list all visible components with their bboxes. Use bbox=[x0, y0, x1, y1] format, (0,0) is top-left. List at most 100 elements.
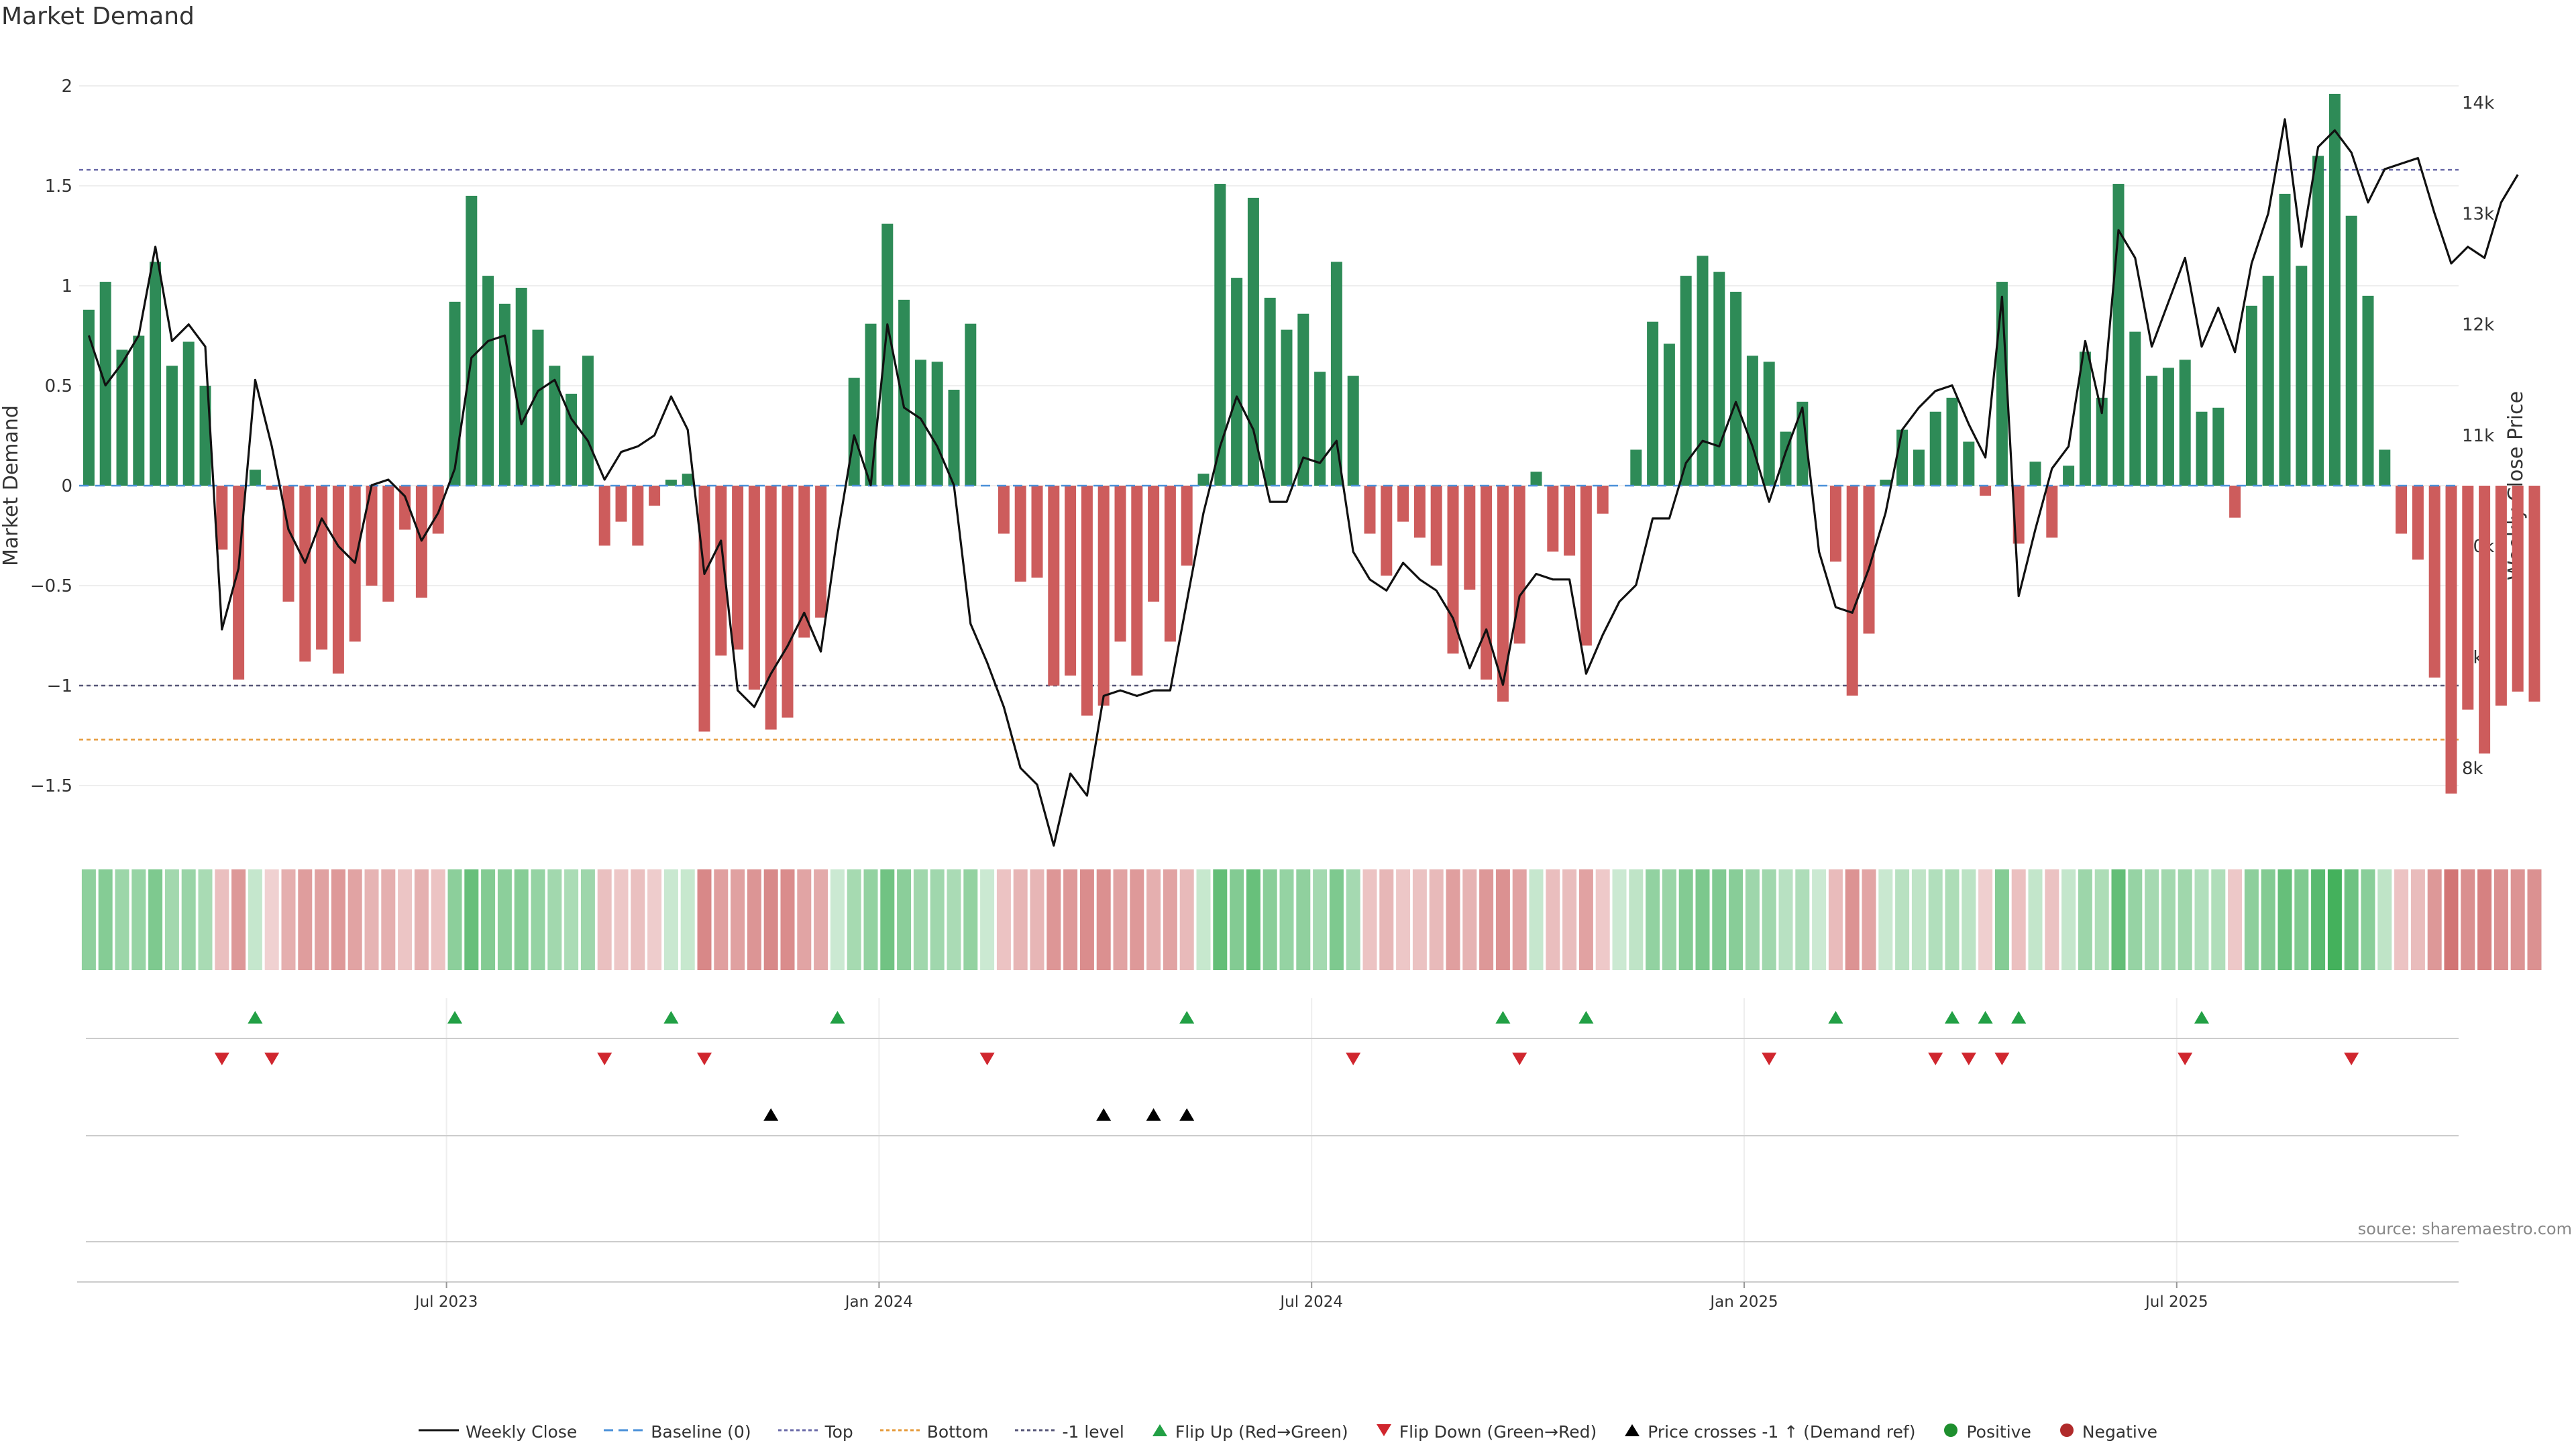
demand-bar bbox=[498, 303, 511, 486]
heat-strip-cell bbox=[481, 869, 496, 970]
heat-strip-cell bbox=[763, 869, 778, 970]
heat-strip-cell bbox=[2477, 869, 2492, 970]
demand-bar bbox=[1048, 486, 1060, 686]
flip-down-marker bbox=[1994, 1053, 2010, 1065]
legend-swatch bbox=[604, 1422, 645, 1442]
demand-bar bbox=[998, 486, 1010, 534]
y2-tick-label: 8k bbox=[2462, 759, 2483, 779]
demand-bar bbox=[682, 474, 694, 486]
heat-strip-cell bbox=[1329, 869, 1344, 970]
demand-bar bbox=[1264, 297, 1276, 486]
heat-strip-cell bbox=[1828, 869, 1843, 970]
demand-bar bbox=[1231, 278, 1243, 486]
legend-item: Price crosses -1 ↑ (Demand ref) bbox=[1623, 1422, 1915, 1442]
flip-down-marker bbox=[264, 1053, 280, 1065]
heat-strip-cell bbox=[1928, 869, 1943, 970]
y-tick-label: −0.5 bbox=[30, 576, 72, 596]
heat-strip-cell bbox=[963, 869, 978, 970]
demand-bar bbox=[332, 486, 344, 674]
heat-strip-cell bbox=[797, 869, 812, 970]
legend-label: Top bbox=[824, 1422, 853, 1442]
y2-tick-label: 12k bbox=[2462, 315, 2494, 335]
heat-strip-cell bbox=[281, 869, 296, 970]
heat-strip-cell bbox=[131, 869, 146, 970]
demand-bar bbox=[931, 362, 943, 486]
heat-strip-cell bbox=[1313, 869, 1328, 970]
legend-label: Price crosses -1 ↑ (Demand ref) bbox=[1648, 1422, 1916, 1442]
demand-bar bbox=[382, 486, 394, 602]
legend-swatch bbox=[418, 1422, 459, 1442]
demand-bar bbox=[566, 393, 578, 486]
heat-strip-cell bbox=[830, 869, 845, 970]
legend-label: -1 level bbox=[1062, 1422, 1124, 1442]
legend-swatch bbox=[1942, 1422, 1960, 1442]
heat-strip-cell bbox=[1629, 869, 1644, 970]
heat-strip-cell bbox=[1512, 869, 1527, 970]
legend-label: Bottom bbox=[926, 1422, 989, 1442]
demand-bar bbox=[2179, 360, 2191, 486]
demand-bar bbox=[632, 486, 644, 546]
demand-bar bbox=[1530, 472, 1542, 486]
heat-strip-cell bbox=[164, 869, 179, 970]
demand-bar bbox=[1381, 486, 1393, 576]
heat-strip-cell bbox=[431, 869, 445, 970]
demand-bar bbox=[2495, 486, 2507, 706]
heat-strip-cell bbox=[2111, 869, 2126, 970]
heat-strip-cell bbox=[231, 869, 246, 970]
heat-strip-cell bbox=[2377, 869, 2392, 970]
demand-bar bbox=[299, 486, 311, 662]
x-tick-label: Jan 2025 bbox=[1709, 1293, 1778, 1311]
demand-bar bbox=[2079, 352, 2091, 486]
demand-bar bbox=[1896, 429, 1909, 486]
legend-swatch bbox=[1015, 1422, 1056, 1442]
heat-strip-cell bbox=[1595, 869, 1610, 970]
heat-strip-cell bbox=[631, 869, 645, 970]
heat-strip-cell bbox=[1562, 869, 1577, 970]
heat-strip-cell bbox=[947, 869, 961, 970]
heat-strip-cell bbox=[1096, 869, 1111, 970]
demand-bar bbox=[466, 195, 478, 486]
demand-bar bbox=[965, 323, 977, 486]
heat-strip-cell bbox=[2510, 869, 2525, 970]
heat-strip-cell bbox=[1994, 869, 2009, 970]
heat-strip-cell bbox=[1812, 869, 1827, 970]
heat-strip-cell bbox=[1146, 869, 1161, 970]
heat-strip-cell bbox=[780, 869, 795, 970]
legend-label: Flip Down (Green→Red) bbox=[1399, 1422, 1597, 1442]
demand-bar bbox=[399, 486, 411, 530]
demand-bar bbox=[1031, 486, 1043, 578]
heat-strip-cell bbox=[2078, 869, 2092, 970]
demand-bar bbox=[83, 309, 95, 486]
heat-strip-cell bbox=[1945, 869, 1960, 970]
y-tick-label: 1 bbox=[61, 276, 72, 297]
heat-strip-cell bbox=[148, 869, 163, 970]
heat-strip-cell bbox=[2244, 869, 2259, 970]
heat-strip-cell bbox=[215, 869, 229, 970]
heat-strip-cell bbox=[2045, 869, 2059, 970]
heat-strip-cell bbox=[880, 869, 895, 970]
heat-strip-cell bbox=[1429, 869, 1444, 970]
heat-strip-cell bbox=[531, 869, 545, 970]
y2-tick-label: 13k bbox=[2462, 204, 2494, 224]
demand-bar bbox=[1413, 486, 1426, 538]
heat-strip-cell bbox=[1179, 869, 1194, 970]
heat-strip-cell bbox=[331, 869, 345, 970]
heat-strip-cell bbox=[298, 869, 313, 970]
demand-bar bbox=[898, 299, 910, 486]
flip-up-marker bbox=[830, 1011, 845, 1024]
flip-up-marker bbox=[248, 1011, 263, 1024]
legend-label: Baseline (0) bbox=[651, 1422, 751, 1442]
heat-strip-cell bbox=[663, 869, 678, 970]
heat-strip-cell bbox=[564, 869, 579, 970]
legend-item: Flip Down (Green→Red) bbox=[1375, 1422, 1597, 1442]
flip-up-marker bbox=[663, 1011, 679, 1024]
flip-up-marker bbox=[1828, 1011, 1843, 1024]
demand-bar bbox=[948, 389, 960, 486]
legend-label: Flip Up (Red→Green) bbox=[1175, 1422, 1348, 1442]
flip-down-marker bbox=[697, 1053, 712, 1065]
heat-strip-cell bbox=[1130, 869, 1144, 970]
heat-strip-cell bbox=[1612, 869, 1627, 970]
heat-strip-cell bbox=[2527, 869, 2542, 970]
price-cross-marker bbox=[1096, 1108, 1112, 1121]
heat-strip-cell bbox=[1978, 869, 1993, 970]
